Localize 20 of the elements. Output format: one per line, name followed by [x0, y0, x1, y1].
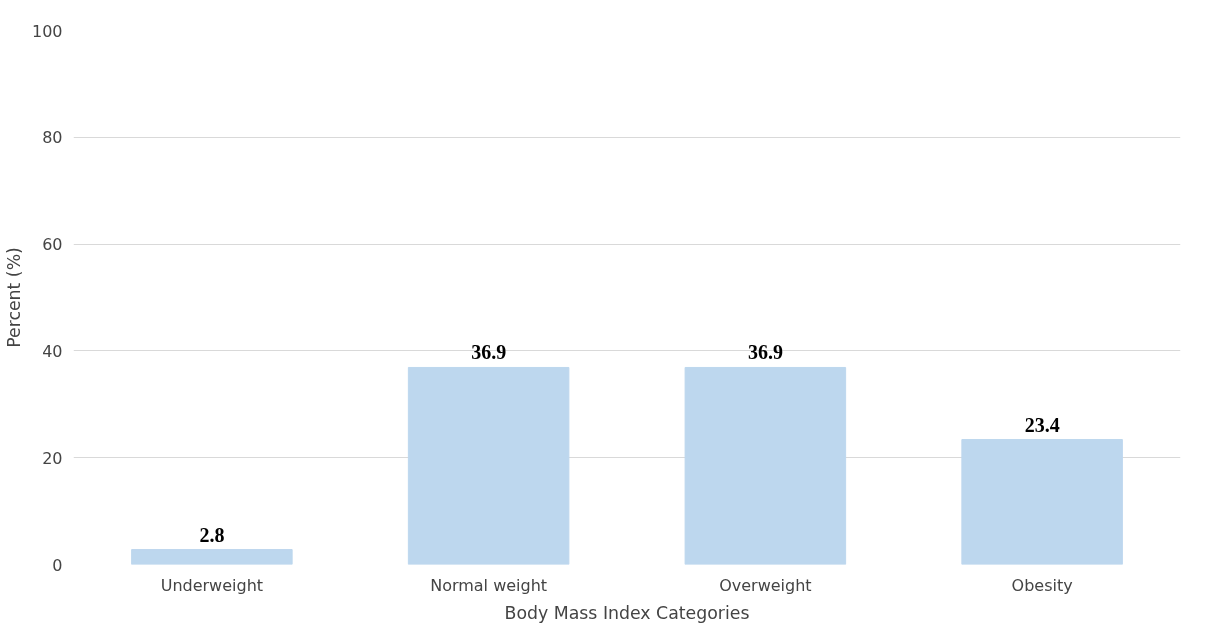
x-tick-label: Normal weight — [430, 575, 548, 595]
bar — [684, 366, 847, 565]
bar — [407, 366, 570, 565]
y-axis-title: Percent (%) — [3, 247, 24, 348]
y-tick-label: 40 — [42, 341, 63, 361]
y-tick-label: 20 — [42, 448, 63, 468]
x-axis-title: Body Mass Index Categories — [504, 602, 750, 623]
y-tick-label: 80 — [42, 128, 63, 148]
x-tick-label: Underweight — [160, 575, 264, 595]
y-tick-label: 100 — [31, 21, 63, 41]
bar — [961, 439, 1123, 565]
data-label: 36.9 — [471, 341, 507, 364]
y-tick-label: 60 — [42, 235, 63, 255]
data-label: 2.8 — [199, 523, 225, 546]
x-tick-label: Obesity — [1011, 575, 1073, 595]
bar — [131, 549, 293, 565]
y-tick-label: 0 — [52, 555, 63, 575]
x-tick-label: Overweight — [719, 575, 812, 595]
data-label: 23.4 — [1024, 413, 1060, 436]
data-label: 36.9 — [747, 341, 783, 364]
